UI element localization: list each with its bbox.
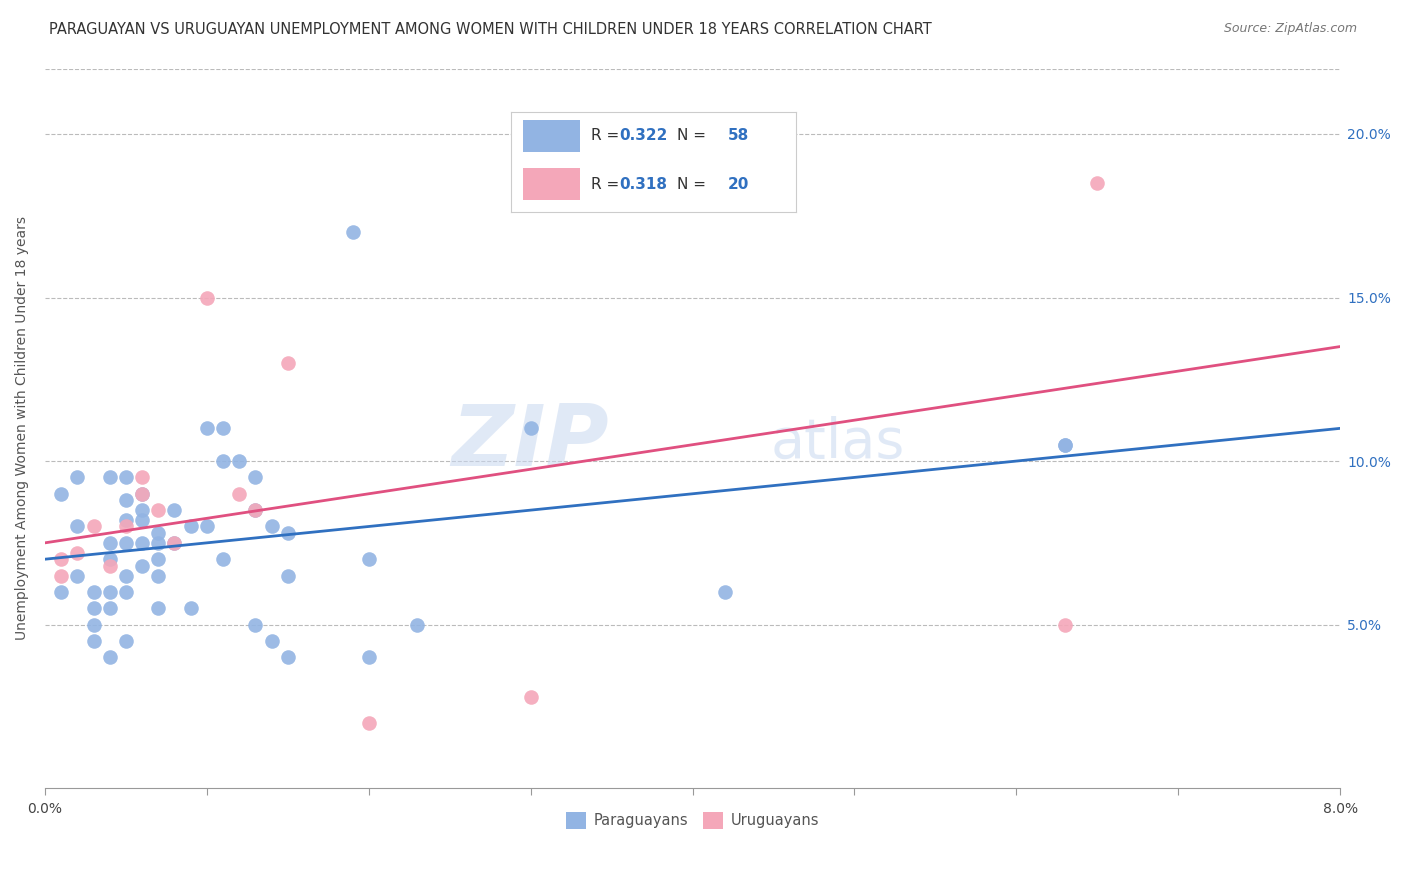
Point: [66, 470, 89, 484]
Point: [131, 487, 153, 501]
Point: [83, 519, 105, 533]
Point: [519, 421, 541, 435]
Point: [714, 585, 737, 599]
Point: [342, 225, 364, 239]
Point: [714, 176, 737, 190]
Point: [163, 536, 186, 550]
Point: [245, 617, 267, 632]
Point: [148, 503, 170, 517]
Point: [195, 519, 218, 533]
Point: [277, 568, 299, 582]
Point: [519, 690, 541, 704]
Point: [277, 526, 299, 541]
Y-axis label: Unemployment Among Women with Children Under 18 years: Unemployment Among Women with Children U…: [15, 217, 30, 640]
Point: [245, 470, 267, 484]
Point: [83, 617, 105, 632]
Point: [98, 585, 121, 599]
Point: [98, 650, 121, 665]
Point: [115, 470, 138, 484]
Point: [357, 715, 380, 730]
Point: [228, 487, 250, 501]
Point: [115, 585, 138, 599]
Point: [212, 421, 235, 435]
Point: [98, 536, 121, 550]
Point: [98, 601, 121, 615]
Text: PARAGUAYAN VS URUGUAYAN UNEMPLOYMENT AMONG WOMEN WITH CHILDREN UNDER 18 YEARS CO: PARAGUAYAN VS URUGUAYAN UNEMPLOYMENT AMO…: [49, 22, 932, 37]
Point: [245, 503, 267, 517]
Point: [83, 585, 105, 599]
Point: [131, 536, 153, 550]
Point: [180, 519, 202, 533]
Text: Source: ZipAtlas.com: Source: ZipAtlas.com: [1223, 22, 1357, 36]
Point: [260, 519, 283, 533]
Point: [115, 519, 138, 533]
Point: [83, 601, 105, 615]
Point: [131, 513, 153, 527]
Point: [245, 503, 267, 517]
Point: [98, 470, 121, 484]
Point: [115, 493, 138, 508]
Point: [83, 634, 105, 648]
Point: [277, 356, 299, 370]
Point: [115, 513, 138, 527]
Point: [260, 634, 283, 648]
Point: [212, 552, 235, 566]
Point: [148, 552, 170, 566]
Point: [66, 546, 89, 560]
Point: [98, 558, 121, 573]
Point: [131, 558, 153, 573]
Point: [148, 536, 170, 550]
Point: [1085, 176, 1108, 190]
Point: [51, 585, 73, 599]
Point: [1053, 617, 1076, 632]
Point: [131, 487, 153, 501]
Point: [66, 519, 89, 533]
Point: [357, 650, 380, 665]
Point: [115, 634, 138, 648]
Point: [148, 601, 170, 615]
Point: [228, 454, 250, 468]
Point: [51, 487, 73, 501]
Point: [195, 291, 218, 305]
Point: [195, 421, 218, 435]
Point: [714, 176, 737, 190]
Point: [115, 568, 138, 582]
Text: ZIP: ZIP: [451, 401, 609, 484]
Point: [148, 568, 170, 582]
Point: [357, 552, 380, 566]
Point: [115, 536, 138, 550]
Point: [131, 470, 153, 484]
Point: [51, 552, 73, 566]
Point: [212, 454, 235, 468]
Point: [131, 503, 153, 517]
Point: [406, 617, 429, 632]
Legend: Paraguayans, Uruguayans: Paraguayans, Uruguayans: [560, 806, 825, 835]
Point: [163, 503, 186, 517]
Point: [180, 601, 202, 615]
Point: [163, 536, 186, 550]
Point: [277, 650, 299, 665]
Point: [66, 568, 89, 582]
Point: [1053, 438, 1076, 452]
Point: [98, 552, 121, 566]
Point: [1053, 438, 1076, 452]
Point: [51, 568, 73, 582]
Text: atlas: atlas: [770, 416, 904, 470]
Point: [148, 526, 170, 541]
